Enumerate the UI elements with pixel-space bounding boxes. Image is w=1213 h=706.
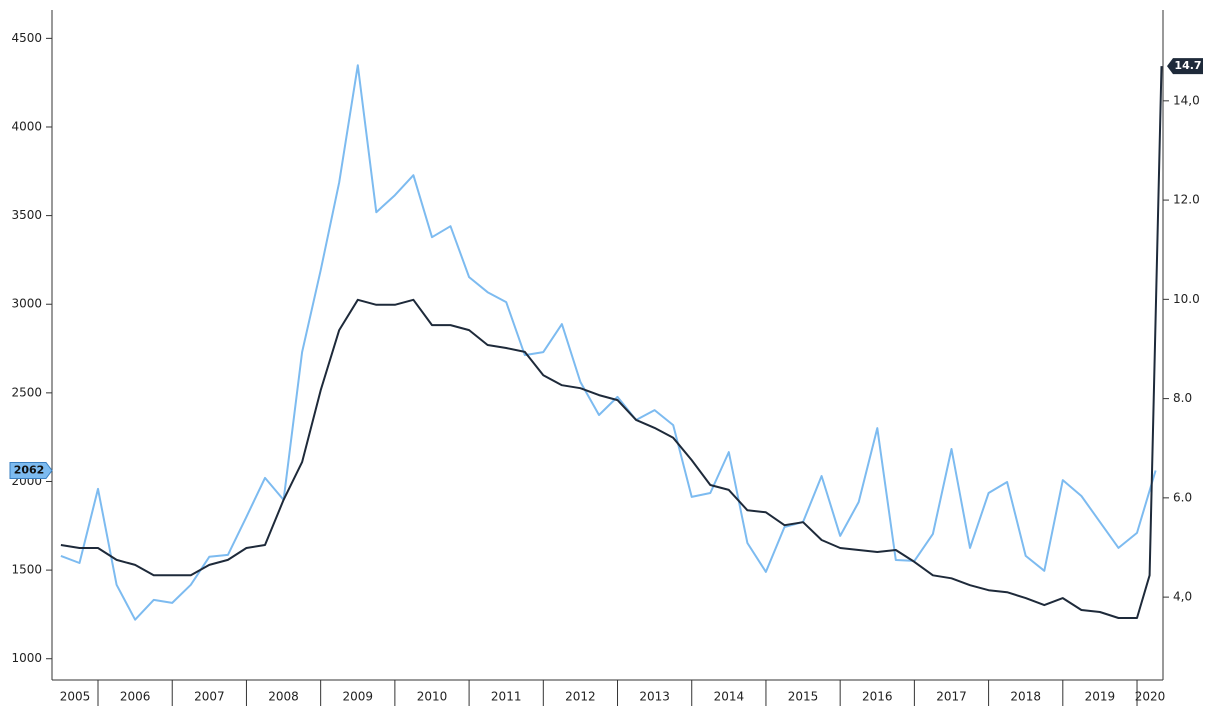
y-tick-label: 4500 [11,31,42,45]
x-tick-label: 2016 [862,690,893,704]
x-tick-label: 2013 [639,690,670,704]
y2-tick-label: 14,0 [1173,93,1200,107]
x-tick-label: 2009 [342,690,373,704]
x-tick-label: 2019 [1085,690,1116,704]
y2-tick-label: 12.0 [1173,193,1200,207]
y2-tick-label: 8.0 [1173,391,1192,405]
y-tick-label: 1000 [11,651,42,665]
end-label: 2062 [14,463,45,476]
y-tick-label: 3000 [11,297,42,311]
x-tick-label: 2018 [1010,690,1041,704]
x-tick-label: 2012 [565,690,596,704]
y-tick-label: 2500 [11,385,42,399]
y2-tick-label: 6.0 [1173,490,1192,504]
end-badge [1167,58,1203,75]
end-label: 14.7 [1174,59,1201,72]
x-tick-label: 2014 [714,690,745,704]
x-tick-label: 2010 [417,690,448,704]
x-tick-label: 2007 [194,690,225,704]
x-tick-label: 2006 [120,690,151,704]
x-tick-label: 2017 [936,690,967,704]
x-tick-label: 2008 [268,690,299,704]
series-line [60,66,1163,619]
y-tick-label: 1500 [11,563,42,577]
x-tick-label: 2015 [788,690,819,704]
series-line [60,64,1157,621]
x-tick-label: 2005 [60,690,91,704]
y-tick-label: 3500 [11,208,42,222]
y-tick-label: 4000 [11,119,42,133]
x-tick-label: 2020 [1135,690,1166,704]
y2-tick-label: 10.0 [1173,292,1200,306]
end-badge [9,461,53,479]
y2-tick-label: 4,0 [1173,590,1192,604]
x-tick-label: 2011 [491,690,522,704]
